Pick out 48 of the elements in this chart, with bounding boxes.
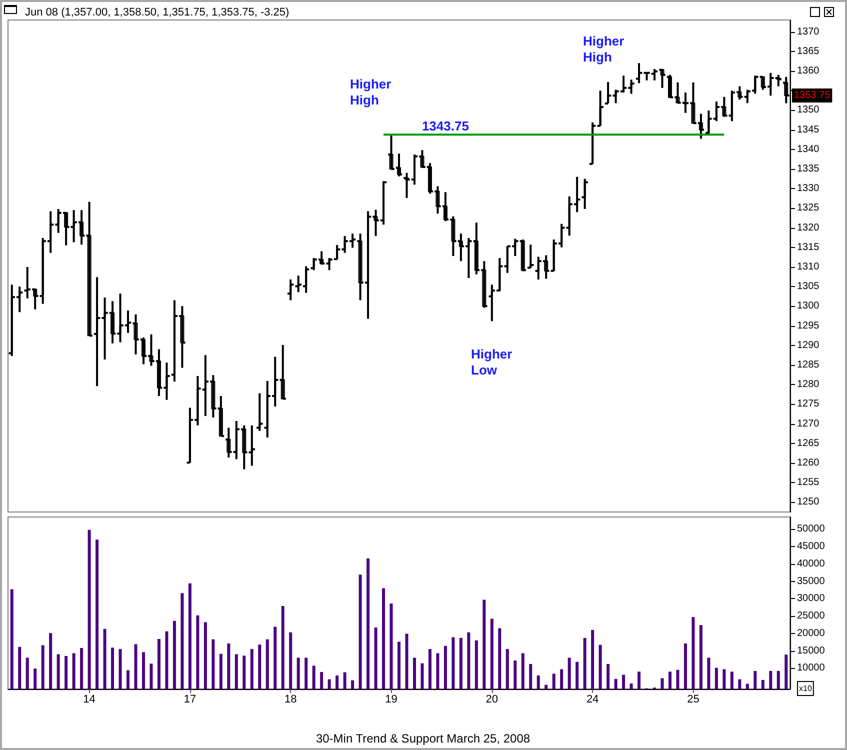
y-tick-label: 15000 (797, 645, 826, 656)
y-tick-label: 1290 (797, 340, 820, 351)
y-tick-label: 1350 (797, 104, 820, 116)
y-tick-label: 1300 (797, 300, 820, 312)
y-tick-label: 1270 (797, 418, 820, 430)
y-tick-label: 35000 (797, 576, 826, 587)
y-tick-label: 1345 (797, 124, 820, 136)
y-tick-label: 30000 (797, 593, 826, 604)
annotation: Higher Low (471, 346, 516, 378)
y-tick-label: 1305 (797, 281, 820, 292)
x-tick-label: 18 (284, 694, 297, 706)
data-label: 1343.75 (422, 118, 469, 134)
y-tick-label: 1250 (797, 496, 820, 508)
y-tick-label: 1255 (797, 477, 820, 488)
x-tick-label: 20 (486, 694, 498, 706)
y-tick-label: 1335 (797, 163, 820, 174)
y-tick-label: 25000 (797, 610, 826, 622)
y-tick-label: 1280 (797, 379, 820, 390)
y-tick-label: 45000 (797, 541, 826, 552)
y-tick-label: 20000 (797, 628, 826, 639)
y-tick-label: 1330 (797, 183, 820, 194)
chart-title: Jun 08 (1,357.00, 1,358.50, 1,351.75, 1,353.75, -3.25) (25, 6, 290, 18)
y-tick-label: 1360 (797, 65, 820, 76)
y-tick-label: 1315 (797, 242, 820, 253)
x-tick-label: 17 (184, 694, 196, 706)
x-tick-label: 24 (586, 694, 599, 706)
x-tick-label: 19 (385, 694, 398, 706)
y-tick-label: 1260 (797, 457, 820, 468)
text: x10 (799, 684, 812, 693)
y-tick-label: 1365 (797, 46, 820, 57)
y-tick-label: 1325 (797, 202, 820, 214)
y-tick-label: 1310 (797, 261, 820, 272)
x-tick-label: 25 (687, 694, 700, 706)
y-tick-label: 40000 (797, 558, 826, 570)
y-tick-label: 1275 (797, 398, 820, 410)
y-tick-label: 50000 (797, 524, 826, 535)
y-tick-label: 1340 (797, 144, 820, 155)
y-tick-label: 1320 (797, 222, 820, 234)
annotation: Higher High (350, 76, 395, 108)
annotation: 1353.75 (794, 90, 831, 101)
y-tick-label: 10000 (797, 662, 826, 674)
y-tick-label: 1265 (797, 438, 820, 449)
y-tick-label: 1370 (797, 26, 820, 38)
text: 30-Min Trend & Support March 25, 2008 (316, 732, 530, 746)
y-tick-label: 1285 (797, 359, 820, 370)
y-tick-label: 1295 (797, 320, 820, 332)
annotation: Higher High (583, 34, 628, 64)
x-tick-label: 14 (83, 694, 96, 706)
